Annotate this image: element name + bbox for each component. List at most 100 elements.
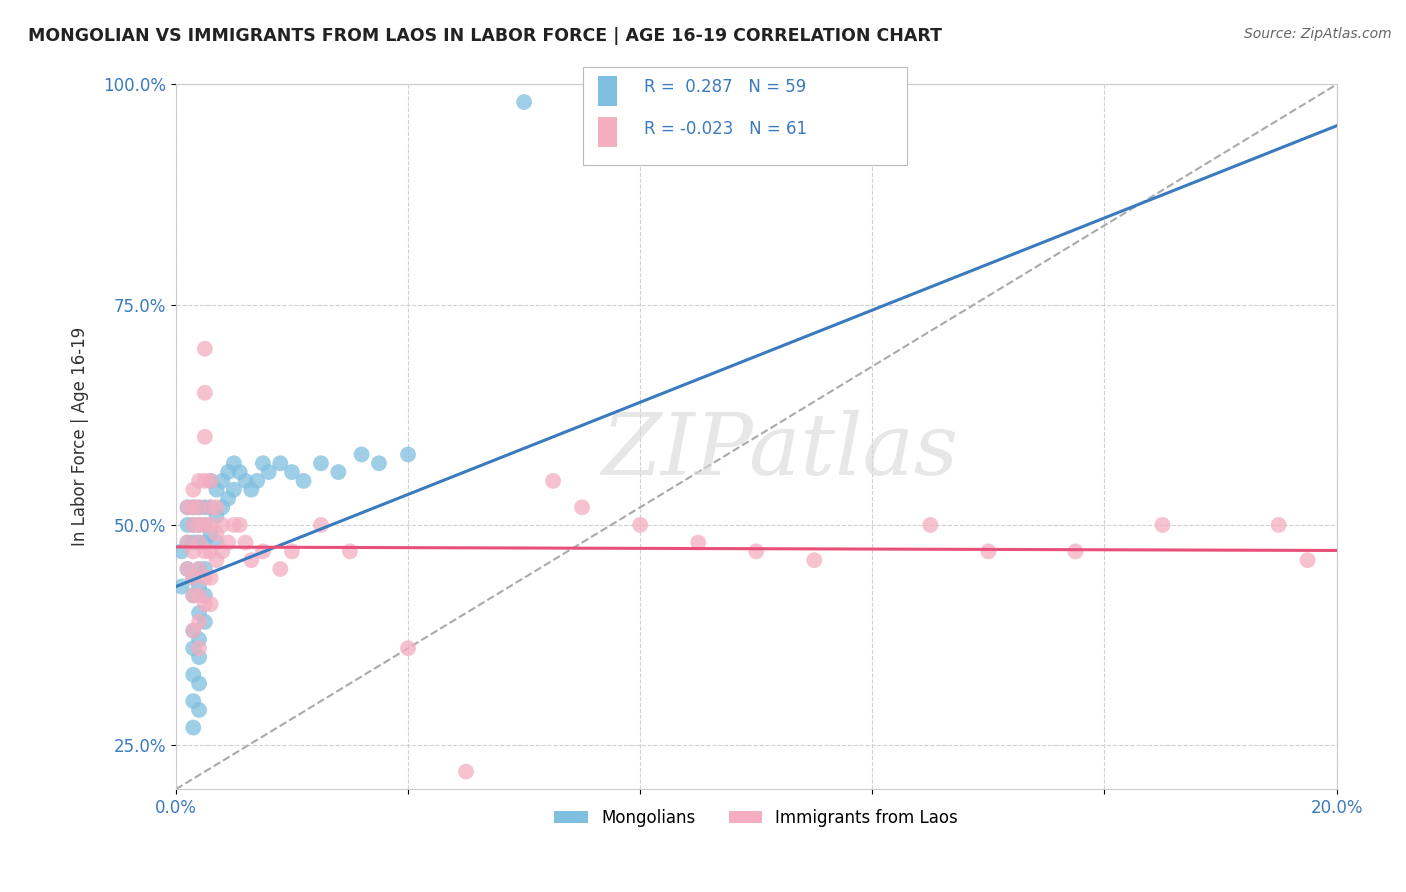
Point	[188, 562, 211, 576]
Point	[188, 606, 211, 620]
Point	[181, 500, 204, 515]
Point	[350, 447, 373, 461]
Point	[188, 474, 211, 488]
Point	[920, 517, 942, 532]
Point	[222, 456, 245, 470]
Point	[194, 597, 217, 611]
Point	[217, 465, 239, 479]
Y-axis label: In Labor Force | Age 16-19: In Labor Force | Age 16-19	[72, 327, 89, 547]
Point	[188, 562, 211, 576]
Point	[194, 430, 217, 444]
Point	[200, 544, 222, 558]
Point	[257, 465, 280, 479]
Point	[194, 562, 217, 576]
Point	[181, 500, 204, 515]
Point	[246, 474, 269, 488]
Point	[240, 483, 263, 497]
Point	[309, 517, 332, 532]
Point	[339, 544, 361, 558]
Legend: Mongolians, Immigrants from Laos: Mongolians, Immigrants from Laos	[548, 803, 965, 834]
Point	[368, 456, 391, 470]
Point	[188, 517, 211, 532]
Point	[200, 597, 222, 611]
Point	[181, 588, 204, 602]
Point	[194, 571, 217, 585]
Point	[176, 535, 198, 549]
Text: Source: ZipAtlas.com: Source: ZipAtlas.com	[1244, 27, 1392, 41]
Point	[181, 694, 204, 708]
Point	[205, 500, 228, 515]
Point	[396, 641, 419, 656]
Point	[181, 517, 204, 532]
Text: R =  0.287   N = 59: R = 0.287 N = 59	[644, 78, 806, 96]
Point	[688, 535, 710, 549]
Point	[188, 588, 211, 602]
Point	[194, 517, 217, 532]
Point	[188, 580, 211, 594]
Point	[181, 721, 204, 735]
Point	[269, 456, 291, 470]
Point	[188, 500, 211, 515]
Point	[200, 571, 222, 585]
Point	[181, 535, 204, 549]
Point	[454, 764, 477, 779]
Point	[205, 483, 228, 497]
Point	[200, 500, 222, 515]
Point	[252, 456, 274, 470]
Point	[170, 544, 193, 558]
Point	[1267, 517, 1289, 532]
Point	[1152, 517, 1174, 532]
Point	[571, 500, 593, 515]
Point	[235, 474, 257, 488]
Point	[205, 509, 228, 524]
Point	[205, 553, 228, 567]
Point	[235, 535, 257, 549]
Point	[188, 500, 211, 515]
Point	[1296, 553, 1319, 567]
Point	[194, 544, 217, 558]
Point	[181, 588, 204, 602]
Point	[309, 456, 332, 470]
Point	[745, 544, 768, 558]
Point	[194, 342, 217, 356]
Point	[188, 517, 211, 532]
Point	[194, 535, 217, 549]
Point	[205, 526, 228, 541]
Point	[217, 535, 239, 549]
Point	[222, 517, 245, 532]
Point	[176, 562, 198, 576]
Point	[181, 624, 204, 638]
Point	[181, 571, 204, 585]
Point	[181, 641, 204, 656]
Point	[188, 641, 211, 656]
Point	[200, 517, 222, 532]
Point	[228, 465, 250, 479]
Point	[977, 544, 1000, 558]
Point	[194, 615, 217, 629]
Point	[396, 447, 419, 461]
Point	[176, 517, 198, 532]
Point	[188, 650, 211, 665]
Point	[803, 553, 825, 567]
Point	[252, 544, 274, 558]
Point	[211, 474, 233, 488]
Point	[194, 517, 217, 532]
Point	[628, 517, 651, 532]
Point	[188, 615, 211, 629]
Point	[269, 562, 291, 576]
Point	[194, 474, 217, 488]
Point	[181, 483, 204, 497]
Point	[176, 535, 198, 549]
Point	[181, 544, 204, 558]
Point	[541, 474, 564, 488]
Point	[281, 465, 304, 479]
Point	[217, 491, 239, 506]
Text: R = -0.023   N = 61: R = -0.023 N = 61	[644, 120, 807, 137]
Text: ZIPatlas: ZIPatlas	[600, 409, 957, 492]
Point	[240, 553, 263, 567]
Point	[176, 562, 198, 576]
Point	[228, 517, 250, 532]
Point	[188, 703, 211, 717]
Point	[188, 676, 211, 690]
Point	[292, 474, 315, 488]
